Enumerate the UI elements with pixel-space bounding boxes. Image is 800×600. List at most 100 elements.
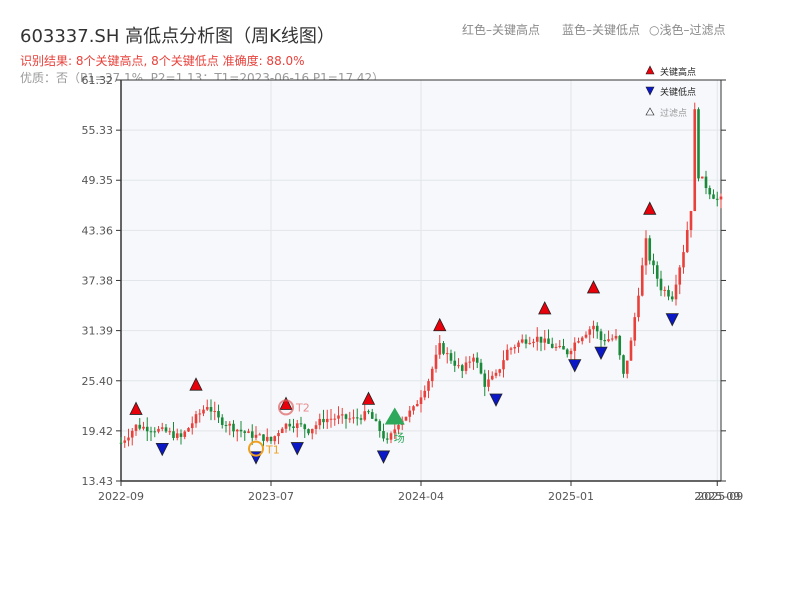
candle-body [554, 346, 558, 348]
candle-body [689, 211, 693, 230]
candle-body [655, 265, 659, 279]
candle-body [453, 360, 457, 366]
candle-body [599, 331, 603, 341]
candle-body [633, 317, 637, 341]
candle-body [682, 252, 685, 268]
candle-body [535, 336, 539, 342]
candle-body [363, 411, 367, 420]
key-low-marker [155, 442, 169, 457]
legend-filtered-label: 过滤点 [660, 107, 687, 119]
candle-body [674, 284, 678, 300]
key-high-marker [361, 391, 376, 405]
candle-body [318, 418, 322, 426]
x-tick-label: 2025-01 [548, 490, 594, 503]
candle-body [250, 431, 254, 438]
candle-body [299, 423, 303, 425]
big-green-marker [384, 407, 405, 425]
candle-body [284, 423, 288, 429]
candle-body [194, 414, 198, 424]
candle-body [329, 418, 333, 420]
candle-body [539, 336, 543, 343]
candle-body [712, 194, 715, 199]
candle-body [408, 410, 412, 417]
candle-body [157, 428, 160, 432]
candle-body [603, 340, 607, 342]
candle-body [269, 436, 273, 442]
key-low-marker [594, 346, 608, 360]
candle-body [652, 260, 655, 266]
candle-body [520, 339, 524, 343]
y-tick-label: 25.40 [82, 375, 114, 388]
key-high-marker [433, 317, 447, 332]
candle-body [629, 340, 633, 361]
candle-body [228, 423, 232, 426]
y-tick-label: 43.36 [82, 224, 114, 237]
candle-body [472, 357, 475, 362]
candle-body [543, 338, 547, 343]
candle-body [438, 343, 442, 355]
candle-body [445, 353, 449, 355]
candle-body [442, 343, 445, 354]
candle-body [614, 335, 618, 339]
candle-body [487, 379, 490, 387]
circled-marker [248, 440, 264, 457]
key-low-marker [489, 393, 503, 407]
candle-body [370, 412, 374, 419]
candle-body [187, 428, 190, 432]
candle-body [670, 296, 674, 300]
y-tick-label: 13.43 [82, 475, 114, 488]
circled-marker-label: T1 [265, 444, 280, 457]
key-high-marker [189, 377, 203, 391]
candle-body [393, 429, 397, 434]
candle-body [502, 360, 505, 370]
candle-body [550, 343, 554, 348]
candle-body [164, 427, 168, 432]
candle-body [355, 417, 359, 419]
candle-body [494, 372, 498, 376]
y-tick-label: 31.39 [82, 325, 114, 338]
candle-body [588, 329, 592, 335]
candle-body [292, 426, 295, 429]
big-green-marker-label: 场 [394, 430, 405, 444]
candle-body [693, 109, 697, 212]
candle-body [134, 424, 138, 431]
candle-body [175, 433, 179, 438]
candle-body [700, 176, 704, 179]
candle-body [498, 369, 502, 373]
key-high-marker [279, 396, 293, 410]
candle-body [344, 414, 348, 419]
candle-body [704, 176, 708, 189]
legend-light-filtered: ○浅色–过滤点 [649, 23, 726, 37]
x-tick-label: 2023-07 [248, 490, 294, 503]
candle-body [569, 350, 573, 355]
candle-body [389, 433, 393, 440]
candle-body [262, 434, 265, 441]
candle-body [715, 198, 719, 200]
key-high-marker [586, 280, 601, 294]
candle-body [427, 381, 430, 391]
legend-low-label: 关键低点 [660, 86, 696, 98]
candle-body [153, 431, 157, 433]
key-high-marker [643, 201, 657, 215]
candle-body [580, 337, 584, 342]
candle-body [127, 437, 130, 441]
candle-body [412, 406, 415, 411]
candle-body [382, 431, 385, 439]
candle-body [232, 423, 235, 432]
candle-body [123, 440, 127, 443]
candle-body [565, 349, 569, 355]
candle-body [385, 438, 389, 440]
candle-body [190, 423, 194, 429]
candle-body [607, 339, 610, 342]
x-tick-label: 2022-09 [98, 490, 144, 503]
recognition-result: 识别结果: 8个关键高点, 8个关键低点 准确度: 88.0% [20, 54, 305, 68]
candle-body [509, 348, 513, 350]
legend-red-high: 红色–关键高点 [462, 23, 541, 37]
candle-body [179, 433, 183, 437]
candle-body [479, 362, 483, 374]
candle-body [243, 431, 247, 433]
candle-body [558, 345, 562, 347]
candle-body [224, 424, 228, 426]
legend-high-icon [645, 65, 655, 75]
